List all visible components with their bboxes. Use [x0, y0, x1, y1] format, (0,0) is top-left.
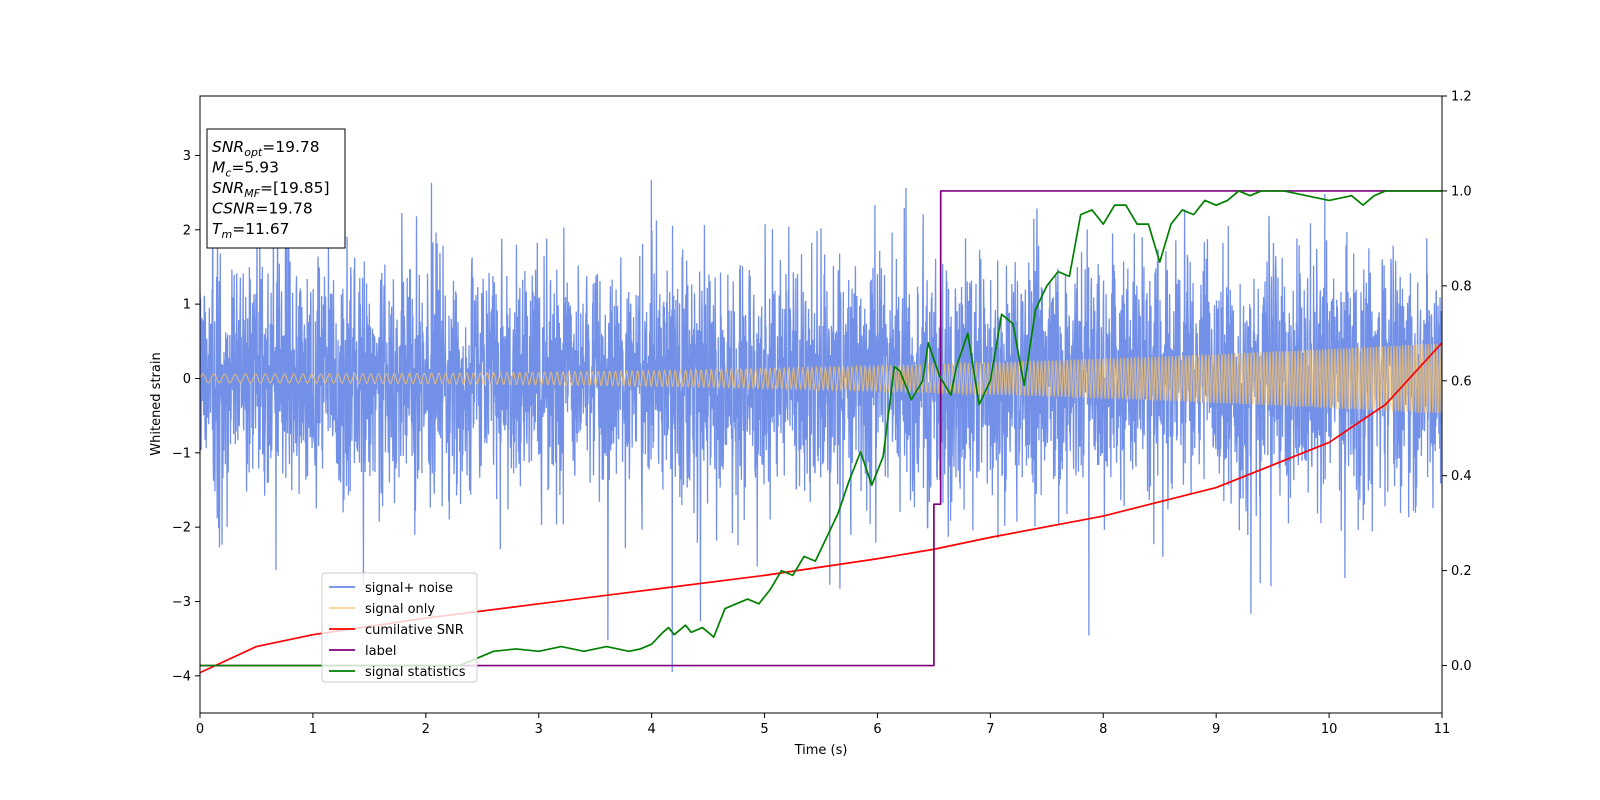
annotation-value: =11.67: [232, 220, 289, 238]
x-tick-label: 2: [422, 722, 430, 737]
annotation-symbol: SNR: [212, 179, 244, 197]
y-axis-right: 1.2 1.0 0.8 0.6 0.4 0.2 0.0: [1442, 90, 1472, 674]
y-tick-label: −2: [172, 521, 191, 536]
x-tick-label: 3: [535, 722, 543, 737]
legend: signal+ noise signal only cumilative SNR la…: [321, 572, 478, 683]
y-tick-label: 3: [183, 149, 191, 164]
annotation-subscript: m: [221, 228, 232, 241]
annotation-subscript: c: [225, 167, 231, 180]
legend-frame: [321, 572, 478, 683]
series-line-signal-statistics: [200, 190, 1442, 667]
y2-tick-label: 1.0: [1451, 184, 1472, 199]
x-axis: 0 1 2 3 4 5 6 7 8 9 10 11: [196, 713, 1450, 737]
series-line-signal-only: [200, 343, 1442, 414]
annotation-line: Mc=5.93: [212, 159, 279, 180]
annotation-line: SNRopt=19.78: [212, 138, 320, 159]
y2-tick-label: 0.4: [1451, 469, 1472, 484]
y-axis-left: 3 2 1 0 −1 −2 −3 −4: [172, 149, 200, 684]
annotation-value: =5.93: [231, 159, 279, 177]
series-line-signal-noise: [200, 140, 1442, 673]
y-axis-label: Whitened strain: [149, 352, 164, 455]
legend-label-signal-only: signal only: [365, 602, 435, 617]
plot-area-frame: [199, 95, 1443, 714]
x-tick-label: 6: [873, 722, 881, 737]
y-tick-label: −1: [172, 446, 191, 461]
annotation-symbol: SNR: [212, 138, 244, 156]
legend-label-signal-statistics: signal statistics: [365, 665, 466, 680]
x-tick-label: 0: [196, 722, 204, 737]
x-axis-label: Time (s): [794, 743, 848, 758]
y2-tick-label: 1.2: [1451, 90, 1472, 105]
annotation-value: =19.78: [255, 200, 312, 218]
y2-tick-label: 0.2: [1451, 564, 1472, 579]
y-tick-label: −4: [172, 669, 191, 684]
y-tick-label: 2: [183, 223, 191, 238]
annotation-line: SNRMF=[19.85]: [212, 179, 330, 200]
x-tick-label: 7: [986, 722, 994, 737]
x-tick-label: 4: [647, 722, 655, 737]
annotation-value: =19.78: [262, 138, 319, 156]
legend-label-label: label: [365, 644, 396, 659]
annotation-value: =[19.85]: [260, 179, 329, 197]
y2-tick-label: 0.6: [1451, 374, 1472, 389]
series-line-label: [200, 190, 1442, 667]
stats-annotation-box: SNRopt=19.78Mc=5.93SNRMF=[19.85]CSNR=19.…: [206, 128, 346, 249]
annotation-symbol: T: [212, 220, 223, 238]
x-tick-label: 11: [1434, 722, 1451, 737]
legend-label-signal-noise: signal+ noise: [365, 581, 453, 596]
y-tick-label: 1: [183, 298, 191, 313]
y-tick-label: −3: [172, 595, 191, 610]
annotation-subscript: MF: [244, 187, 260, 200]
annotation-line: CSNR=19.78: [212, 200, 313, 218]
annotation-subscript: opt: [244, 146, 263, 159]
x-tick-label: 8: [1099, 722, 1107, 737]
y2-tick-label: 0.0: [1451, 659, 1472, 674]
annotation-frame: [206, 128, 346, 249]
y-tick-label: 0: [183, 372, 191, 387]
x-tick-label: 1: [309, 722, 317, 737]
x-tick-label: 5: [760, 722, 768, 737]
x-tick-label: 10: [1321, 722, 1338, 737]
annotation-symbol: M: [212, 159, 225, 177]
legend-label-cumilative-snr: cumilative SNR: [365, 623, 464, 638]
x-tick-label: 9: [1212, 722, 1220, 737]
annotation-line: Tm=11.67: [212, 220, 290, 241]
y2-tick-label: 0.8: [1451, 279, 1472, 294]
annotation-symbol: CSNR: [212, 200, 255, 218]
